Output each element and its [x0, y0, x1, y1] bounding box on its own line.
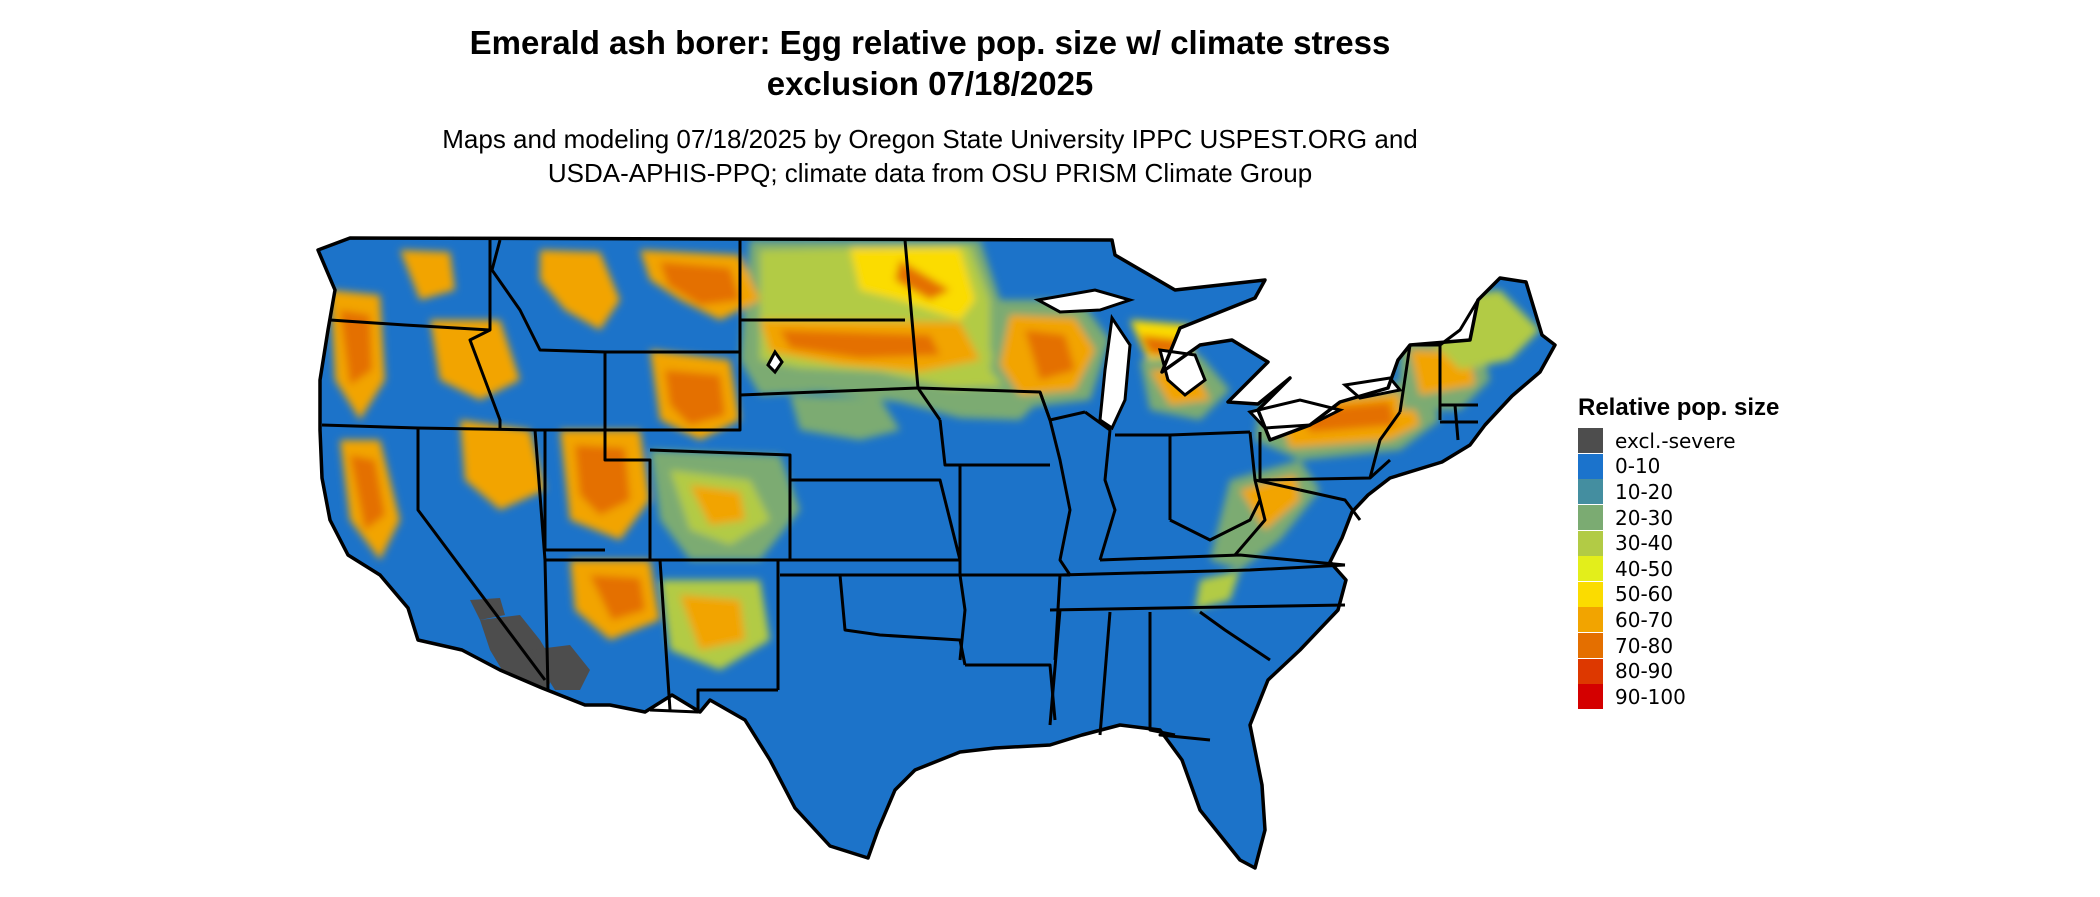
legend-item: 20-30	[1578, 505, 1898, 531]
legend-swatch	[1578, 479, 1603, 505]
map-title: Emerald ash borer: Egg relative pop. siz…	[310, 22, 1550, 104]
legend-item: 80-90	[1578, 658, 1898, 684]
legend-item: 40-50	[1578, 556, 1898, 582]
legend-item: 90-100	[1578, 684, 1898, 710]
map-title-line1: Emerald ash borer: Egg relative pop. siz…	[469, 24, 1391, 61]
great-lakes	[766, 288, 1403, 431]
legend-swatch	[1578, 453, 1603, 479]
legend-swatch	[1578, 581, 1603, 607]
population-overlays	[330, 240, 1540, 695]
legend-swatch	[1578, 607, 1603, 633]
legend-swatch	[1578, 556, 1603, 582]
legend-label: 60-70	[1615, 607, 1674, 632]
legend-swatch	[1578, 658, 1603, 684]
legend-label: excl.-severe	[1615, 428, 1736, 453]
legend-item: 50-60	[1578, 581, 1898, 608]
legend-swatch	[1578, 684, 1603, 710]
legend-item: excl.-severe	[1578, 428, 1898, 454]
legend-item: 60-70	[1578, 607, 1898, 633]
state-borders	[316, 236, 1557, 870]
legend-label: 90-100	[1615, 684, 1686, 709]
legend-label: 40-50	[1615, 556, 1674, 581]
map-subtitle-line2: USDA-APHIS-PPQ; climate data from OSU PR…	[547, 158, 1313, 188]
legend-label: 30-40	[1615, 531, 1674, 556]
legend-label: 20-30	[1615, 505, 1674, 530]
legend-label: 50-60	[1615, 582, 1674, 607]
legend-item: 10-20	[1578, 479, 1898, 505]
map-title-line2: exclusion 07/18/2025	[766, 65, 1094, 102]
legend-item: 30-40	[1578, 530, 1898, 556]
legend-swatch	[1578, 530, 1603, 556]
legend-label: 80-90	[1615, 659, 1674, 684]
map-subtitle: Maps and modeling 07/18/2025 by Oregon S…	[310, 122, 1550, 190]
legend-label: 0-10	[1615, 454, 1661, 479]
legend-item: 70-80	[1578, 633, 1898, 659]
legend-label: 10-20	[1615, 479, 1674, 504]
legend-label: 70-80	[1615, 633, 1674, 658]
legend-swatch	[1578, 428, 1603, 454]
legend-swatch	[1578, 633, 1603, 659]
legend: Relative pop. size excl.-severe 0-10 10-20…	[1578, 392, 1898, 710]
legend-swatch	[1578, 505, 1603, 531]
legend-item: 0-10	[1578, 453, 1898, 480]
legend-items: excl.-severe 0-10 10-20 20-30 30-40 40-50 50-6…	[1578, 428, 1898, 710]
legend-title: Relative pop. size	[1578, 394, 1780, 421]
map-subtitle-line1: Maps and modeling 07/18/2025 by Oregon S…	[442, 124, 1418, 154]
